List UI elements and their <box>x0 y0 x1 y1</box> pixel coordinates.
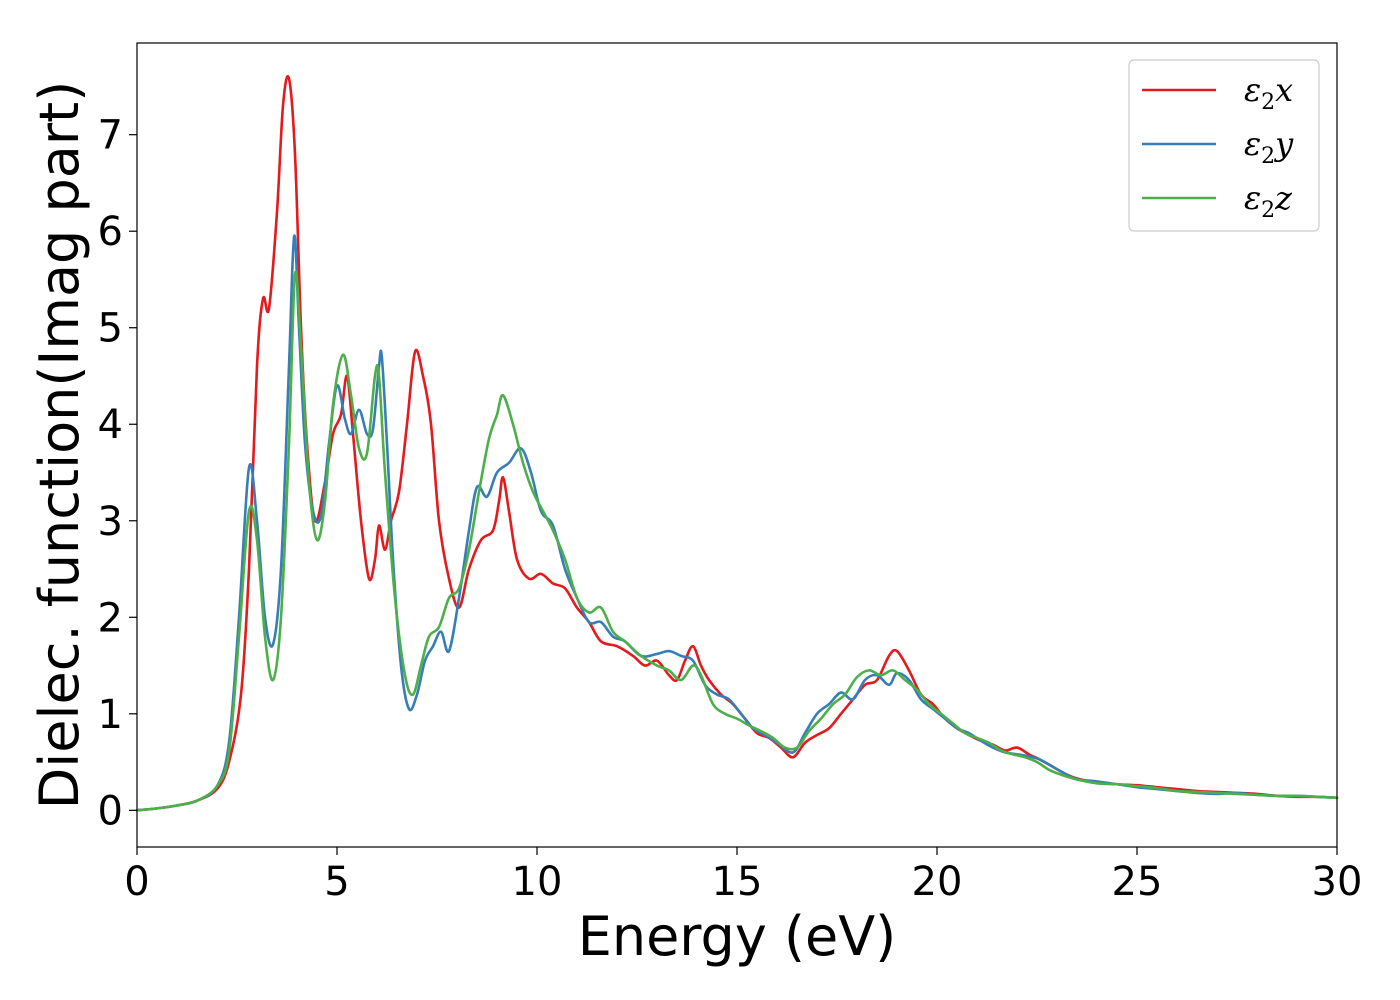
x-tick-label: 25 <box>1112 859 1163 905</box>
x-axis-label: Energy (eV) <box>578 905 897 968</box>
legend: ε2x ε2y ε2z <box>1128 59 1320 232</box>
legend-entry-z: ε2z <box>1142 179 1293 223</box>
legend-entry-y: ε2y <box>1142 125 1294 169</box>
y-axis-label: Dielec. function(Imag part) <box>28 81 91 810</box>
y-tick-label: 3 <box>98 499 123 545</box>
x-tick-label: 10 <box>512 859 563 905</box>
y-tick-label: 5 <box>98 306 123 352</box>
legend-entry-x: ε2x <box>1142 71 1293 115</box>
y-axis-ticks: 0 1 2 3 4 5 6 7 <box>98 113 137 834</box>
y-tick-label: 4 <box>98 402 123 448</box>
series-line-y <box>135 234 1339 812</box>
x-tick-label: 30 <box>1312 859 1363 905</box>
y-tick-label: 1 <box>98 692 123 738</box>
x-tick-label: 0 <box>124 859 149 905</box>
y-tick-label: 2 <box>98 595 123 641</box>
x-tick-label: 5 <box>324 859 349 905</box>
legend-label: ε2z <box>1244 179 1293 223</box>
y-tick-label: 7 <box>98 113 123 159</box>
legend-box <box>1128 59 1320 232</box>
y-tick-label: 0 <box>98 788 123 834</box>
series-layer <box>135 75 1339 812</box>
series-line-z <box>135 270 1339 812</box>
x-tick-label: 15 <box>712 859 763 905</box>
x-axis-ticks: 0 5 10 15 20 25 30 <box>124 847 1362 905</box>
x-tick-label: 20 <box>912 859 963 905</box>
legend-label: ε2x <box>1244 71 1293 115</box>
y-tick-label: 6 <box>98 209 123 255</box>
legend-label: ε2y <box>1244 125 1294 169</box>
